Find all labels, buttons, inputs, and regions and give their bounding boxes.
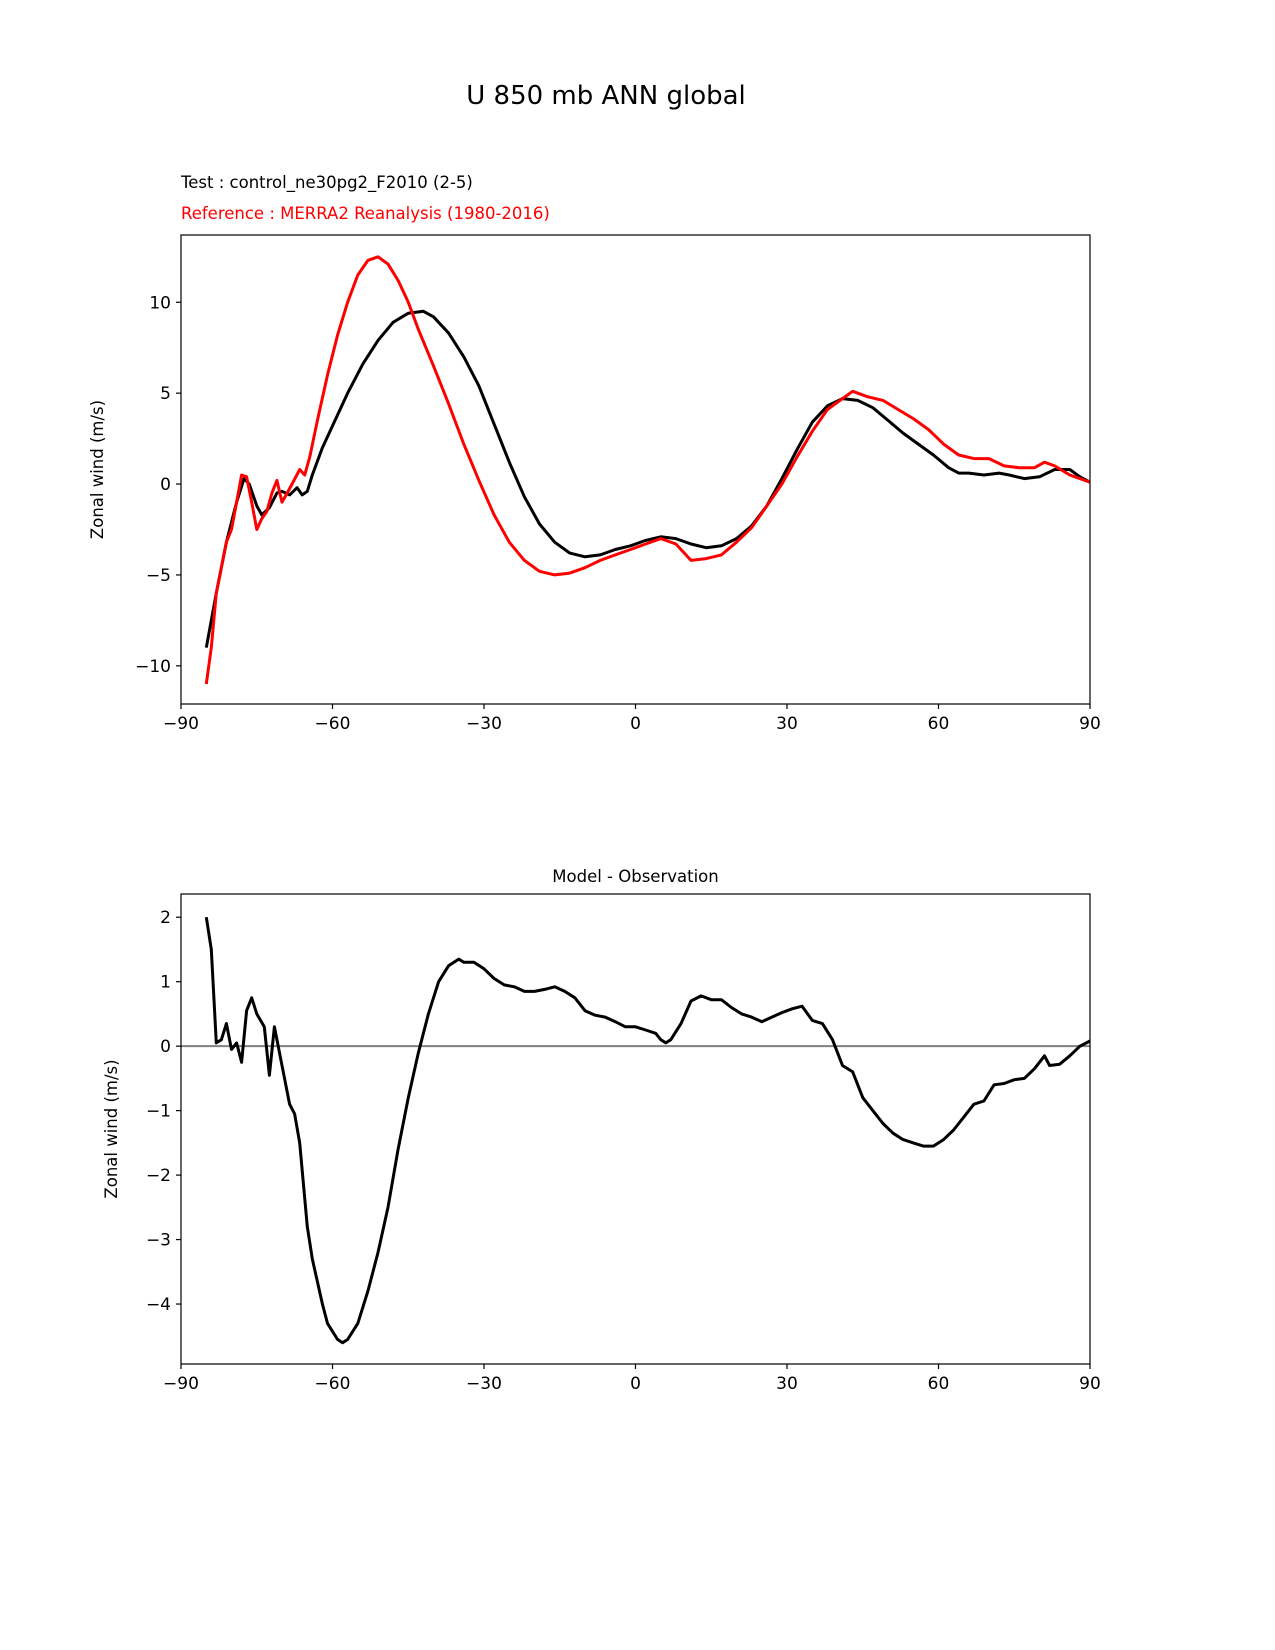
- y-tick-label: −5: [146, 566, 171, 586]
- x-tick-label: 0: [630, 1374, 641, 1394]
- y-tick-label: 0: [160, 1037, 171, 1057]
- y-tick-label: −1: [146, 1102, 171, 1122]
- reference-label: Reference : MERRA2 Reanalysis (1980-2016…: [181, 204, 550, 223]
- y-tick-label: −3: [146, 1231, 171, 1251]
- x-tick-label: −30: [466, 714, 502, 734]
- x-tick-label: −30: [466, 1374, 502, 1394]
- y-tick-label: −2: [146, 1166, 171, 1186]
- y-tick-label: 1: [160, 973, 171, 993]
- y-tick-label: 10: [149, 293, 171, 313]
- top-axes: −90 −60 −30 0 30 60 90 −10 −5 0 5 10 Zonal wind (m/s…: [88, 234, 1101, 734]
- y-tick-label: 5: [160, 384, 171, 404]
- x-tick-label: −90: [163, 1374, 199, 1394]
- x-tick-label: 0: [630, 714, 641, 734]
- x-tick-label: −60: [315, 1374, 351, 1394]
- y-axis-label: Zonal wind (m/s): [88, 400, 107, 539]
- plot-area: [181, 894, 1090, 1364]
- x-tick-label: 60: [928, 714, 950, 734]
- y-axis-label: Zonal wind (m/s): [102, 1059, 121, 1198]
- test-label: Test : control_ne30pg2_F2010 (2-5): [180, 173, 473, 193]
- x-tick-label: 90: [1079, 714, 1101, 734]
- y-tick-label: 2: [160, 908, 171, 928]
- bottom-axes: −90 −60 −30 0 30 60 90 −4 −3 −2 −1 0 1 2 Zonal wind (m…: [102, 893, 1101, 1394]
- diff-title: Model - Observation: [552, 867, 718, 886]
- y-tick-label: −4: [146, 1295, 171, 1315]
- y-tick-label: −10: [135, 657, 171, 677]
- x-tick-label: 90: [1079, 1374, 1101, 1394]
- series-line-test: [204, 309, 1091, 648]
- x-tick-label: 30: [776, 1374, 798, 1394]
- x-tick-label: 60: [928, 1374, 950, 1394]
- series-line-model-observation: [204, 916, 1091, 1345]
- figure-title: U 850 mb ANN global: [466, 81, 746, 111]
- plot-area: [181, 235, 1090, 704]
- y-tick-label: 0: [160, 475, 171, 495]
- series-line-reference: [204, 255, 1091, 685]
- x-tick-label: 30: [776, 714, 798, 734]
- x-tick-label: −60: [315, 714, 351, 734]
- x-tick-label: −90: [163, 714, 199, 734]
